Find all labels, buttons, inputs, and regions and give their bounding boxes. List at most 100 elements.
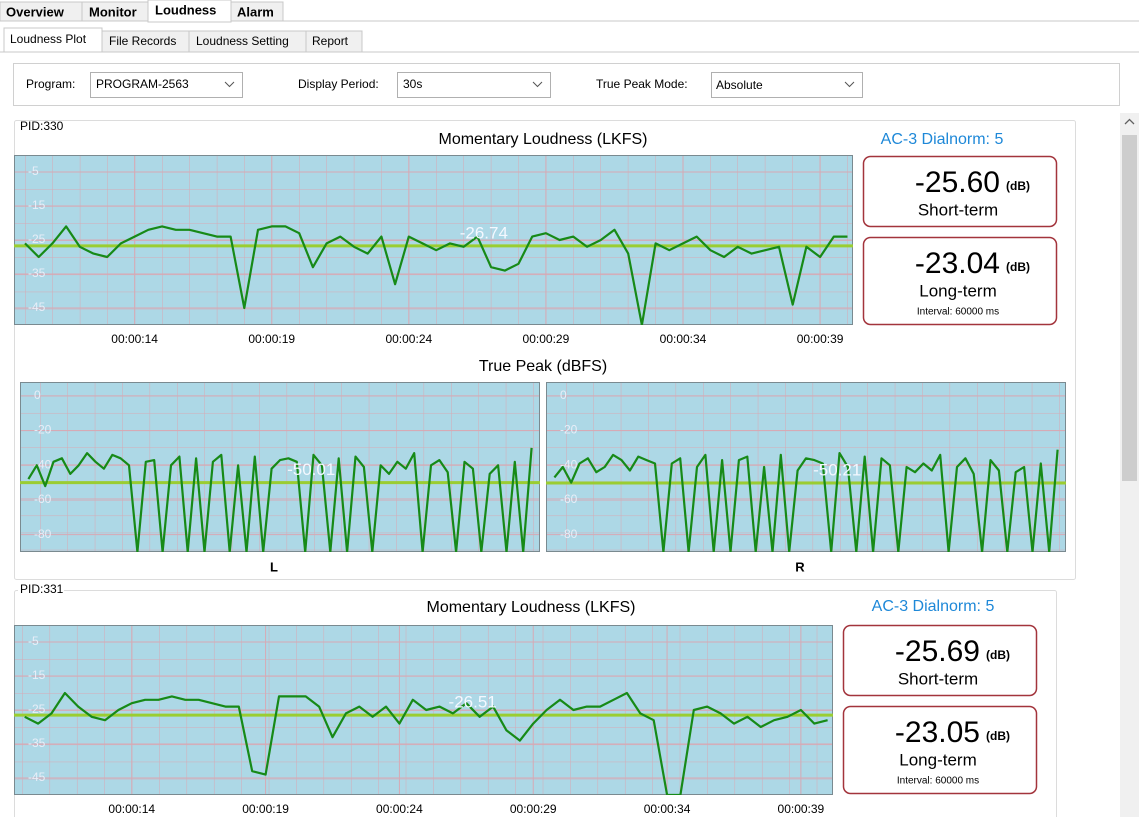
- x-tick-label: 00:00:19: [242, 802, 289, 816]
- y-tick-label: -35: [28, 266, 46, 280]
- subtab-bg[interactable]: [305, 30, 363, 53]
- readout-value: -23.04: [915, 247, 1000, 280]
- y-tick-label: -40: [560, 457, 578, 471]
- scroll-up-arrow[interactable]: [1124, 118, 1135, 125]
- y-tick-label: -60: [34, 492, 52, 506]
- y-tick-label: 0: [560, 388, 567, 402]
- readout-label: Short-term: [918, 200, 998, 219]
- dialnorm: AC-3 Dialnorm: 5: [872, 598, 995, 615]
- y-tick-label: -20: [560, 423, 578, 437]
- scrollbar-thumb[interactable]: [1122, 135, 1137, 481]
- y-tick-label: -45: [28, 770, 46, 784]
- x-tick-label: 00:00:19: [248, 332, 295, 346]
- mean-label: -50.21: [813, 460, 861, 479]
- subtab[interactable]: File Records: [109, 34, 176, 48]
- tab-bg[interactable]: [230, 1, 284, 22]
- line-chart: 0-20-40-60-80-50.01L: [20, 382, 540, 574]
- true-peak-title: True Peak (dBFS): [479, 358, 607, 375]
- period-value[interactable]: 30s: [403, 77, 422, 91]
- group-title: PID:330: [20, 119, 64, 133]
- program-value[interactable]: PROGRAM-2563: [96, 77, 189, 91]
- peak-mode-select[interactable]: [711, 72, 863, 98]
- program-label: Program:: [26, 77, 75, 91]
- group-title-bg: [18, 121, 64, 133]
- y-tick-label: -35: [28, 736, 46, 750]
- data-line: [24, 225, 848, 325]
- group-title: PID:331: [20, 582, 64, 596]
- x-tick-label: 00:00:29: [523, 332, 570, 346]
- x-tick-label: 00:00:39: [797, 332, 844, 346]
- x-tick-label: 00:00:14: [111, 332, 158, 346]
- period-select[interactable]: [397, 72, 551, 98]
- mean-label: -26.74: [460, 223, 508, 242]
- y-tick-label: -80: [560, 527, 578, 541]
- readout-unit: (dB): [986, 729, 1010, 743]
- y-tick-label: -25: [28, 702, 46, 716]
- readout-box: [842, 624, 1038, 697]
- plot-content: [20, 447, 540, 552]
- readout-value: -23.05: [895, 716, 980, 749]
- readout-unit: (dB): [986, 648, 1010, 662]
- tab[interactable]: Overview: [6, 4, 65, 19]
- x-tick-label: 00:00:29: [510, 802, 557, 816]
- chart-title: Momentary Loudness (LKFS): [427, 599, 636, 616]
- y-tick-label: -5: [28, 634, 39, 648]
- x-tick-label: 00:00:34: [660, 332, 707, 346]
- data-line: [553, 449, 1059, 552]
- data-line: [24, 691, 828, 795]
- dropdown-arrow[interactable]: [532, 81, 543, 88]
- tab[interactable]: Monitor: [89, 4, 137, 19]
- x-tick-label: 00:00:39: [778, 802, 825, 816]
- y-tick-label: -45: [28, 300, 46, 314]
- readout-label: Long-term: [899, 750, 976, 769]
- data-line: [27, 447, 533, 552]
- subtab[interactable]: Loudness Setting: [196, 34, 289, 48]
- y-tick-label: -5: [28, 164, 39, 178]
- group-title-bg: [18, 584, 64, 596]
- tab-active[interactable]: Loudness: [155, 2, 216, 17]
- y-tick-label: -20: [34, 423, 52, 437]
- x-tick-label: 00:00:24: [385, 332, 432, 346]
- plot-area: [20, 382, 540, 552]
- mean-label: -26.51: [449, 693, 497, 712]
- plot-content: [546, 449, 1066, 552]
- dialnorm: AC-3 Dialnorm: 5: [881, 131, 1004, 148]
- readout-unit: (dB): [1006, 260, 1030, 274]
- plot-content: [14, 225, 853, 325]
- subtab[interactable]: Report: [312, 34, 349, 48]
- plot-content: [14, 691, 833, 795]
- readout-value: -25.69: [895, 635, 980, 668]
- x-tick-label: 00:00:14: [108, 802, 155, 816]
- line-chart: 0 -20 -40 -60 -80 -50.21 R: [546, 382, 1066, 574]
- chart-title: Momentary Loudness (LKFS): [439, 131, 648, 148]
- peak-mode-value[interactable]: Absolute: [716, 78, 763, 92]
- subtab-active[interactable]: Loudness Plot: [10, 32, 87, 46]
- dropdown-arrow[interactable]: [224, 81, 235, 88]
- y-tick-label: -25: [28, 232, 46, 246]
- readout-value: -25.60: [915, 166, 1000, 199]
- x-tick-label: 00:00:24: [376, 802, 423, 816]
- mean-label: -50.01: [287, 460, 335, 479]
- readout-box: [842, 705, 1038, 795]
- readouts: -25.60 (dB) Short-term -23.04 (dB) Long-term I…: [842, 155, 1058, 795]
- x-axis-label: R: [795, 559, 805, 574]
- dropdown-arrow[interactable]: [844, 81, 855, 88]
- subtab-bg-active[interactable]: [3, 27, 103, 53]
- group-box: [14, 120, 1076, 580]
- y-tick-label: -60: [560, 492, 578, 506]
- plot-area: [546, 382, 1066, 552]
- y-tick-label: 0: [34, 388, 41, 402]
- readout-interval: Interval: 60000 ms: [917, 307, 999, 318]
- period-label: Display Period:: [298, 77, 379, 91]
- x-tick-label: 00:00:34: [644, 802, 691, 816]
- readout-label: Short-term: [898, 669, 978, 688]
- tab[interactable]: Alarm: [237, 4, 274, 19]
- y-tick-label: -80: [34, 527, 52, 541]
- readout-label: Long-term: [919, 281, 996, 300]
- y-tick-label: -15: [28, 668, 46, 682]
- line-chart: -5 -15 -25 -35 -45 00:00:14 00:00:19 00:00:24 00…: [14, 131, 853, 346]
- program-select[interactable]: [90, 72, 243, 98]
